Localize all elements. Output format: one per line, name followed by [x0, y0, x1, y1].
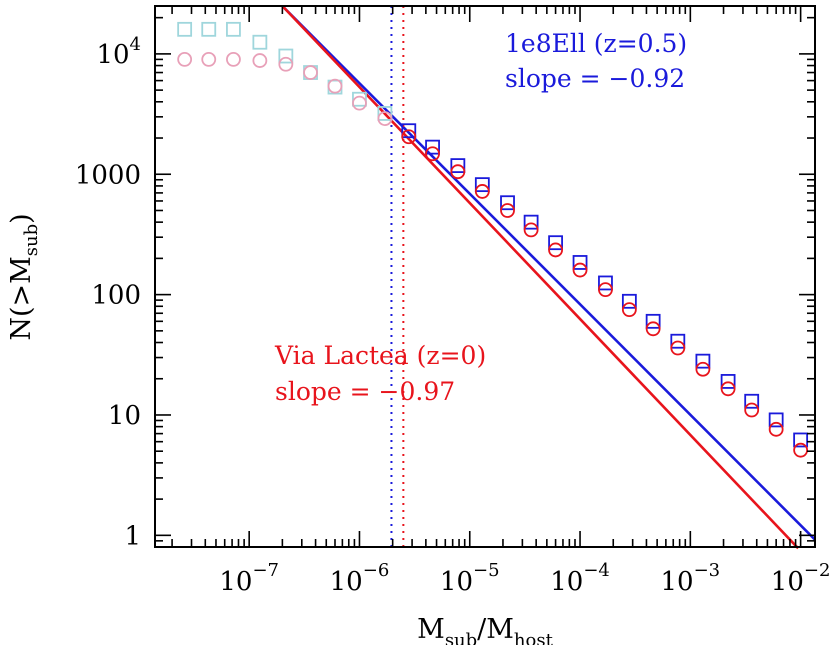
y-tick-label: 104 [96, 34, 141, 70]
fit-line-via-lactea [281, 5, 800, 550]
circle-point-via-lactea [548, 242, 563, 258]
x-tick-label: 10−5 [440, 560, 500, 597]
circle-point-via-lactea [474, 184, 490, 199]
circle-point-via-lactea [523, 222, 539, 238]
square-point-1e8ell [500, 195, 515, 211]
square-point-1e8ell [177, 21, 193, 37]
legend-slope-1e8ell: slope = −0.92 [505, 64, 685, 93]
circle-point-via-lactea [720, 381, 736, 397]
y-axis-label: N(>Msub) [6, 213, 42, 340]
fit-lines [281, 5, 816, 550]
plot-frame [154, 5, 816, 548]
circle-point-via-lactea [401, 129, 417, 145]
legend-label-1e8ell: 1e8Ell (z=0.5) [505, 29, 687, 58]
x-tick-label: 10−7 [219, 560, 279, 597]
circle-point-via-lactea [177, 52, 193, 67]
square-point-1e8ell [226, 21, 241, 37]
square-point-1e8ell [744, 393, 760, 409]
circle-point-via-lactea [598, 282, 613, 298]
circle-point-via-lactea [252, 53, 268, 68]
square-point-1e8ell [474, 177, 490, 193]
circle-point-via-lactea [621, 302, 637, 318]
square-point-1e8ell [201, 21, 217, 37]
circle-point-via-lactea [327, 78, 343, 94]
data-points [177, 21, 809, 458]
square-point-1e8ell [252, 34, 268, 50]
circle-point-via-lactea [645, 321, 661, 337]
square-point-1e8ell [572, 255, 588, 270]
circle-point-via-lactea [500, 203, 515, 218]
circle-point-via-lactea [768, 421, 784, 437]
x-tick-label: 10−4 [550, 560, 610, 597]
x-tick-label: 10−6 [330, 560, 390, 597]
square-point-1e8ell [695, 353, 711, 369]
square-point-1e8ell [548, 235, 563, 251]
x-tick-label: 10−2 [771, 560, 831, 597]
circle-point-via-lactea [695, 361, 711, 377]
y-tick-label: 1000 [75, 160, 141, 190]
y-tick-label: 1 [124, 521, 141, 551]
circle-point-via-lactea [303, 65, 318, 80]
square-point-1e8ell [598, 275, 613, 291]
square-point-1e8ell [278, 48, 294, 64]
circle-point-via-lactea [572, 262, 588, 278]
x-axis-label: Msub/Mhost [417, 614, 553, 645]
circle-point-via-lactea [201, 52, 217, 67]
square-point-1e8ell [720, 374, 736, 389]
circle-point-via-lactea [226, 52, 241, 67]
legend-slope-via-lactea: slope = −0.97 [275, 377, 455, 406]
square-point-1e8ell [425, 139, 440, 155]
x-tick-label: 10−3 [661, 560, 721, 597]
square-point-1e8ell [352, 91, 367, 107]
square-point-1e8ell [523, 214, 539, 230]
square-point-1e8ell [768, 412, 784, 428]
y-tick-label: 10 [108, 401, 141, 431]
circle-point-via-lactea [744, 402, 760, 418]
circle-point-via-lactea [352, 95, 367, 111]
circle-point-via-lactea [425, 146, 440, 162]
legend-label-via-lactea: Via Lactea (z=0) [274, 341, 486, 370]
square-point-1e8ell [401, 123, 417, 139]
circle-point-via-lactea [450, 164, 466, 180]
square-point-1e8ell [621, 293, 637, 309]
circle-point-via-lactea [377, 111, 393, 127]
square-point-1e8ell [377, 106, 393, 121]
fit-line-1e8ell [281, 5, 816, 541]
square-point-1e8ell [450, 158, 466, 174]
circle-point-via-lactea [793, 442, 809, 458]
circle-point-via-lactea [278, 56, 294, 72]
square-point-1e8ell [670, 333, 686, 349]
axis-ticks: 10−7 10−6 10−5 10−4 10−3 10−2 1 10 100 1000 104 [75, 6, 831, 597]
circle-point-via-lactea [670, 340, 686, 356]
square-point-1e8ell [645, 313, 661, 329]
y-tick-label: 100 [91, 281, 141, 311]
square-point-1e8ell [793, 432, 809, 448]
